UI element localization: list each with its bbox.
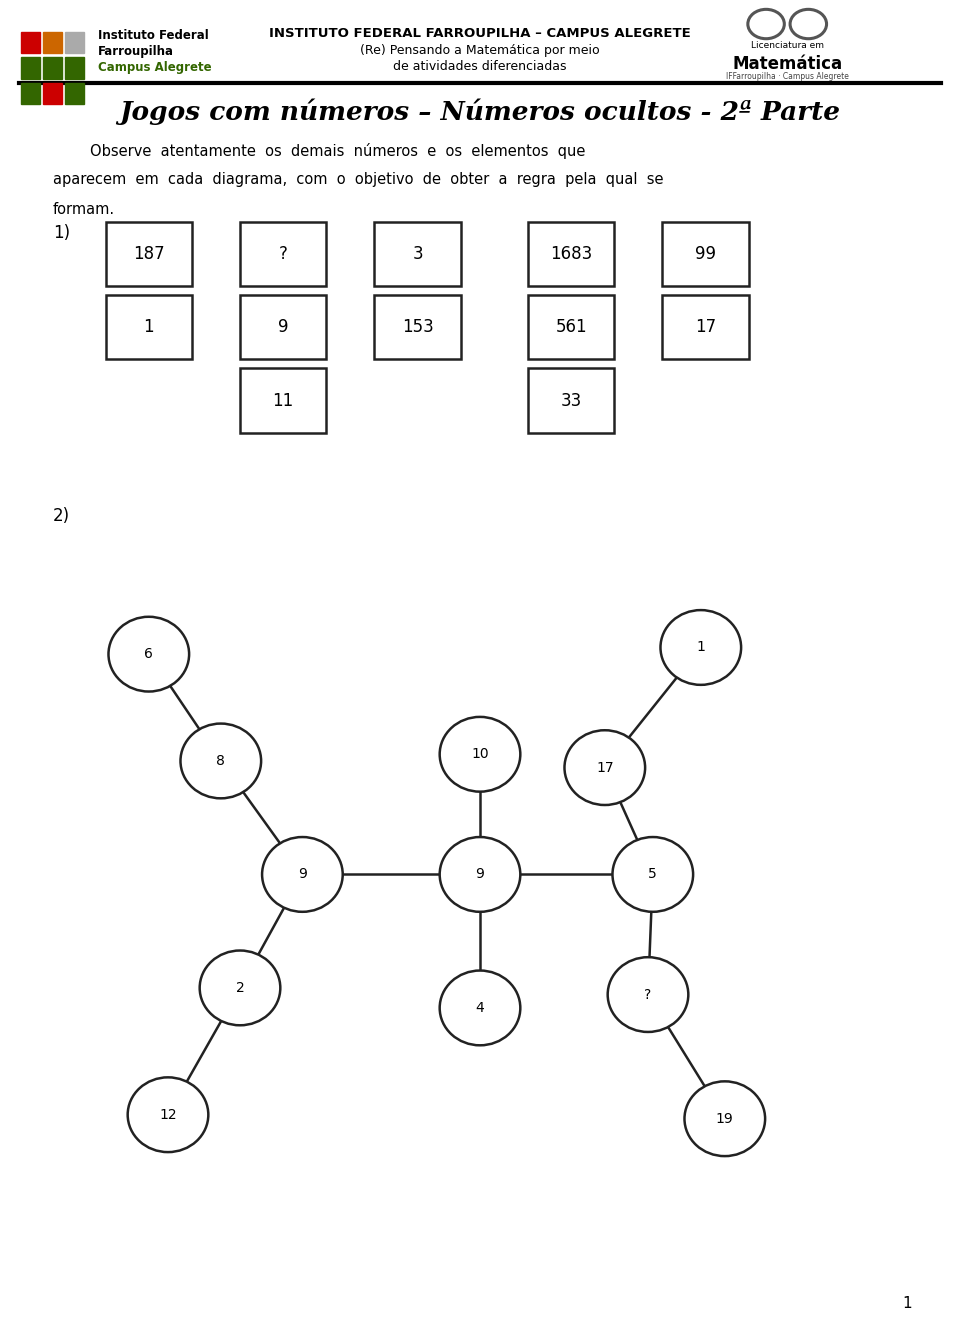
FancyBboxPatch shape: [528, 295, 614, 359]
Ellipse shape: [684, 1081, 765, 1156]
Text: Farroupilha: Farroupilha: [98, 45, 174, 59]
Text: de atividades diferenciadas: de atividades diferenciadas: [394, 60, 566, 73]
Text: 3: 3: [412, 244, 423, 263]
Ellipse shape: [200, 951, 280, 1025]
Text: 19: 19: [716, 1112, 733, 1125]
FancyBboxPatch shape: [106, 295, 192, 359]
Text: 1683: 1683: [550, 244, 592, 263]
Bar: [43, 57, 62, 79]
Text: 561: 561: [556, 318, 587, 336]
Bar: [65, 57, 84, 79]
Text: Observe  atentamente  os  demais  números  e  os  elementos  que: Observe atentamente os demais números e …: [53, 143, 586, 159]
Text: 99: 99: [695, 244, 716, 263]
Bar: [65, 32, 84, 53]
FancyBboxPatch shape: [528, 222, 614, 286]
Text: Instituto Federal: Instituto Federal: [98, 29, 208, 43]
Text: 9: 9: [475, 868, 485, 881]
Text: 33: 33: [561, 391, 582, 410]
Ellipse shape: [128, 1077, 208, 1152]
Ellipse shape: [440, 837, 520, 912]
Ellipse shape: [180, 724, 261, 798]
FancyBboxPatch shape: [662, 295, 749, 359]
Text: ?: ?: [278, 244, 288, 263]
Bar: [21, 32, 40, 53]
Ellipse shape: [440, 971, 520, 1045]
Text: ?: ?: [644, 988, 652, 1001]
FancyBboxPatch shape: [662, 222, 749, 286]
Ellipse shape: [564, 730, 645, 805]
Text: 2: 2: [235, 981, 245, 995]
Bar: [21, 57, 40, 79]
Text: (Re) Pensando a Matemática por meio: (Re) Pensando a Matemática por meio: [360, 44, 600, 57]
FancyBboxPatch shape: [240, 368, 326, 433]
Ellipse shape: [660, 610, 741, 685]
Ellipse shape: [440, 717, 520, 792]
Text: 9: 9: [298, 868, 307, 881]
Text: 11: 11: [273, 391, 294, 410]
Ellipse shape: [612, 837, 693, 912]
FancyBboxPatch shape: [374, 222, 461, 286]
Text: 17: 17: [596, 761, 613, 774]
Text: INSTITUTO FEDERAL FARROUPILHA – CAMPUS ALEGRETE: INSTITUTO FEDERAL FARROUPILHA – CAMPUS A…: [269, 27, 691, 40]
Bar: [43, 83, 62, 104]
Bar: [43, 32, 62, 53]
Text: 1: 1: [902, 1296, 912, 1311]
Bar: [65, 83, 84, 104]
Ellipse shape: [108, 617, 189, 692]
FancyBboxPatch shape: [374, 295, 461, 359]
FancyBboxPatch shape: [528, 368, 614, 433]
Text: Jogos com números – Números ocultos - 2ª Parte: Jogos com números – Números ocultos - 2ª…: [119, 99, 841, 125]
Text: IFFarroupilha · Campus Alegrete: IFFarroupilha · Campus Alegrete: [726, 72, 849, 81]
Text: 1: 1: [696, 641, 706, 654]
FancyBboxPatch shape: [240, 295, 326, 359]
Text: Matemática: Matemática: [732, 55, 842, 72]
Text: 153: 153: [401, 318, 434, 336]
Text: 5: 5: [648, 868, 658, 881]
FancyBboxPatch shape: [240, 222, 326, 286]
Text: 4: 4: [475, 1001, 485, 1015]
Text: 8: 8: [216, 754, 226, 768]
Text: Licenciatura em: Licenciatura em: [751, 41, 824, 51]
FancyBboxPatch shape: [106, 222, 192, 286]
Text: 6: 6: [144, 647, 154, 661]
Text: Campus Alegrete: Campus Alegrete: [98, 61, 211, 75]
Text: 1: 1: [143, 318, 155, 336]
Text: aparecem  em  cada  diagrama,  com  o  objetivo  de  obter  a  regra  pela  qual: aparecem em cada diagrama, com o objetiv…: [53, 172, 663, 187]
Text: 12: 12: [159, 1108, 177, 1121]
Text: 17: 17: [695, 318, 716, 336]
Bar: [21, 83, 40, 104]
Text: 187: 187: [133, 244, 164, 263]
Text: formam.: formam.: [53, 202, 115, 216]
Text: 1): 1): [53, 224, 70, 242]
Ellipse shape: [608, 957, 688, 1032]
Ellipse shape: [262, 837, 343, 912]
Text: 9: 9: [278, 318, 288, 336]
Text: 10: 10: [471, 748, 489, 761]
Text: 2): 2): [53, 507, 70, 525]
